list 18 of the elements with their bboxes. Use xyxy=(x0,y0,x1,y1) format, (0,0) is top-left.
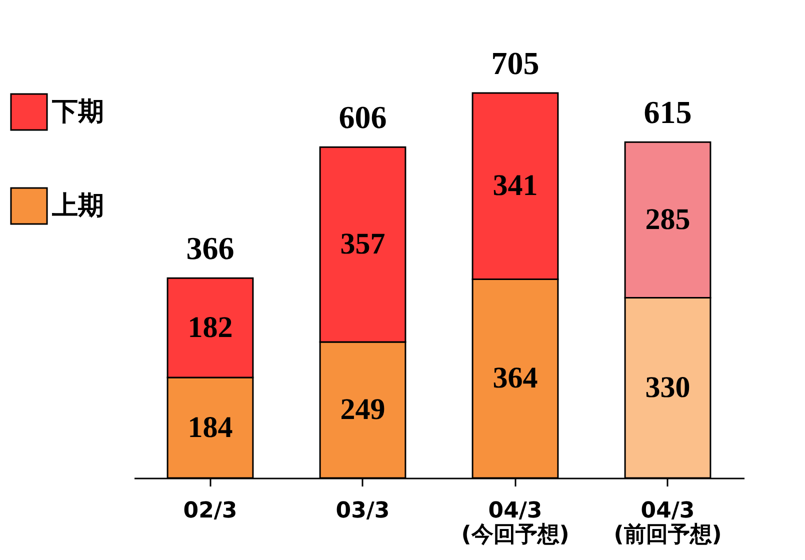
data-label: 184 xyxy=(188,410,233,444)
x-tick-label: 04/3 (前回予想) xyxy=(614,498,722,548)
total-label: 606 xyxy=(338,99,387,136)
total-label: 615 xyxy=(644,94,692,130)
data-label: 182 xyxy=(188,310,233,344)
data-label: 341 xyxy=(492,169,538,202)
x-tick-label: 02/3 xyxy=(183,498,238,524)
data-label: 285 xyxy=(645,202,690,236)
x-tick-label: 03/3 xyxy=(336,498,390,524)
data-label: 364 xyxy=(492,362,538,395)
data-label: 357 xyxy=(340,228,386,261)
legend-label: 上期 xyxy=(51,191,104,221)
data-label: 330 xyxy=(645,370,690,404)
x-tick-label: 04/3 (今回予想) xyxy=(461,498,570,548)
data-label: 249 xyxy=(340,393,386,426)
total-label: 705 xyxy=(491,45,540,81)
legend-label: 下期 xyxy=(51,97,104,127)
total-label: 366 xyxy=(186,230,234,266)
